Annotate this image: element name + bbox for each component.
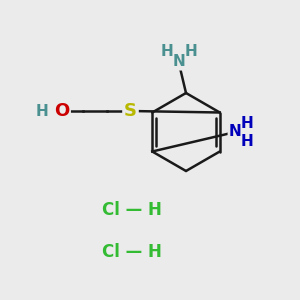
Text: H: H: [241, 134, 254, 148]
Text: N: N: [172, 54, 185, 69]
Text: H: H: [36, 103, 48, 118]
Text: N: N: [229, 124, 242, 140]
Text: S: S: [124, 102, 137, 120]
Text: Cl — H: Cl — H: [102, 243, 162, 261]
Text: O: O: [54, 102, 69, 120]
Text: Cl — H: Cl — H: [102, 201, 162, 219]
Text: H: H: [160, 44, 173, 59]
Text: H: H: [184, 44, 197, 59]
Text: H: H: [241, 116, 254, 130]
